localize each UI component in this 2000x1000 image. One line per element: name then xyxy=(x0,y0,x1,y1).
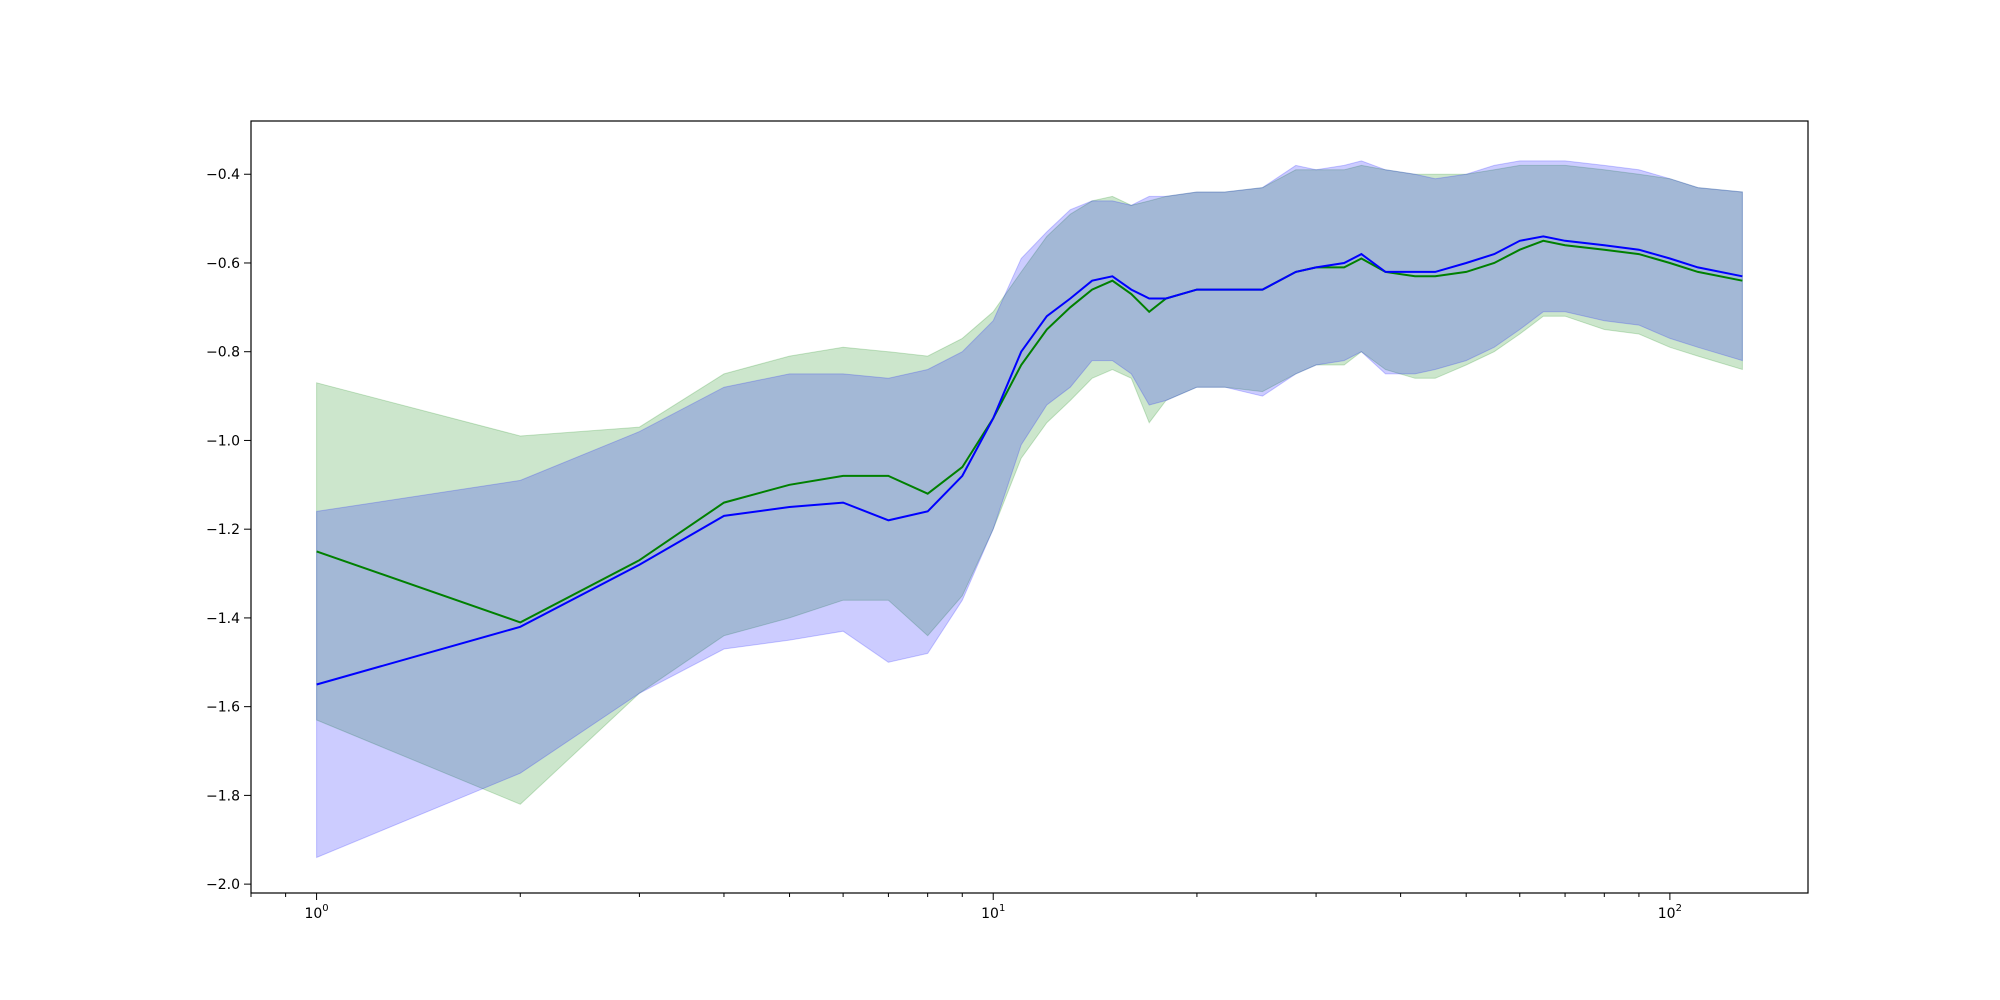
y-axis: −2.0 −1.8 −1.6 −1.4 −1.2 −1.0 −0.8 −0.6 −0.4 xyxy=(206,167,251,893)
y-tick-label: −1.0 xyxy=(206,433,240,449)
series-1-band xyxy=(316,160,1743,859)
y-tick-label: −0.8 xyxy=(206,345,240,361)
y-tick-label: −0.6 xyxy=(206,256,240,272)
y-tick-label: −1.4 xyxy=(206,611,240,627)
plot-frame xyxy=(250,120,1809,894)
y-tick-label: −1.8 xyxy=(206,788,240,804)
x-tick-label: 101 xyxy=(981,903,1005,922)
confidence-bands xyxy=(316,160,1743,859)
y-tick-label: −0.4 xyxy=(206,167,240,183)
series-1-mean-line xyxy=(316,235,1743,686)
x-tick-label: 100 xyxy=(304,903,328,922)
x-tick-label: 102 xyxy=(1658,903,1682,922)
series-0-band xyxy=(316,164,1743,805)
x-axis: 100 101 102 xyxy=(250,893,1682,922)
mean-lines xyxy=(316,235,1743,686)
y-tick-label: −1.6 xyxy=(206,700,240,716)
y-tick-label: −1.2 xyxy=(206,522,240,538)
y-tick-label: −2.0 xyxy=(206,877,240,893)
